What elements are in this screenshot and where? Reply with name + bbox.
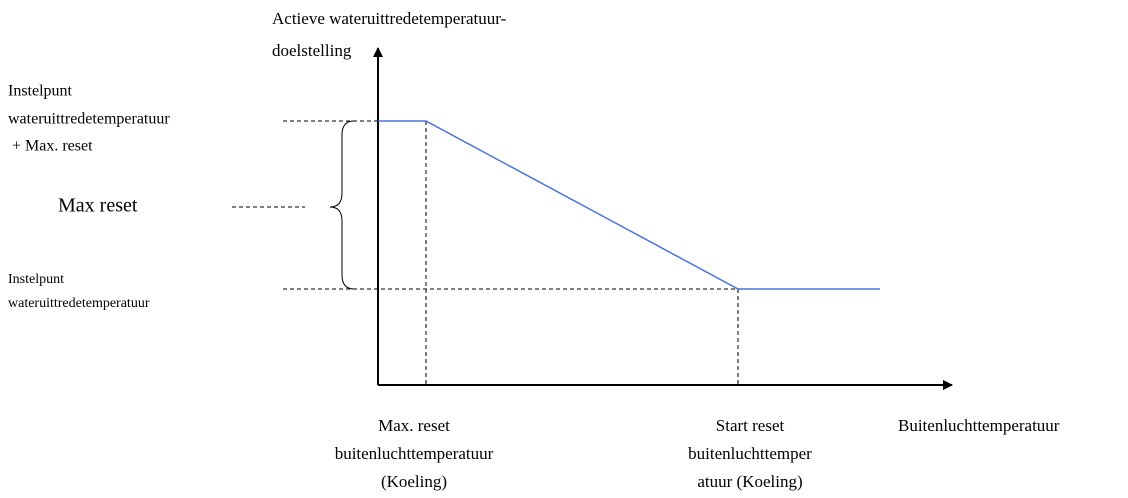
reset-curve	[378, 120, 880, 290]
label: Instelpunt	[8, 83, 73, 100]
brace	[329, 120, 355, 290]
label: Start reset	[716, 416, 785, 435]
label: atuur (Koeling)	[697, 472, 802, 491]
label: (Koeling)	[381, 472, 447, 491]
label: Max reset	[58, 195, 138, 217]
y-axis-title: Actieve wateruittredetemperatuur-	[272, 9, 507, 28]
x-axis-title: Buitenluchttemperatuur	[898, 416, 1060, 435]
label: Instelpunt	[8, 272, 64, 287]
label: buitenluchttemperatuur	[335, 444, 494, 463]
label: + Max. reset	[8, 138, 93, 155]
y-axis-title: doelstelling	[272, 41, 352, 60]
label: wateruittredetemperatuur	[8, 296, 150, 311]
label: Max. reset	[378, 416, 450, 435]
label: buitenluchttemper	[688, 444, 812, 463]
label: wateruittredetemperatuur	[8, 111, 170, 128]
